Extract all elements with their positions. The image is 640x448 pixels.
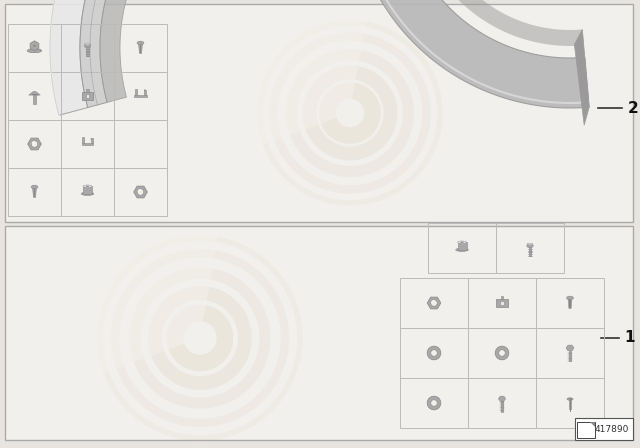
Circle shape xyxy=(427,396,441,410)
Bar xyxy=(501,401,503,412)
Polygon shape xyxy=(28,138,42,150)
Ellipse shape xyxy=(458,241,467,244)
Bar xyxy=(468,378,536,428)
Polygon shape xyxy=(30,41,39,51)
Bar xyxy=(577,422,595,438)
Bar xyxy=(400,328,468,378)
Ellipse shape xyxy=(137,41,144,45)
Circle shape xyxy=(431,350,437,356)
Bar xyxy=(496,223,564,273)
Polygon shape xyxy=(590,422,595,427)
Bar xyxy=(114,24,167,72)
Bar xyxy=(34,189,35,197)
Polygon shape xyxy=(144,90,146,91)
Ellipse shape xyxy=(31,185,38,189)
Bar xyxy=(428,223,496,273)
Bar xyxy=(86,89,88,92)
Ellipse shape xyxy=(84,43,90,45)
Ellipse shape xyxy=(84,44,91,47)
Ellipse shape xyxy=(83,185,92,188)
Bar xyxy=(458,242,467,250)
Bar xyxy=(400,378,468,428)
Ellipse shape xyxy=(460,241,464,243)
Circle shape xyxy=(427,346,441,360)
Bar xyxy=(134,95,147,97)
Ellipse shape xyxy=(527,243,533,245)
Bar xyxy=(569,399,572,409)
Polygon shape xyxy=(568,300,572,308)
Ellipse shape xyxy=(527,244,533,248)
Bar xyxy=(61,24,114,72)
PathPatch shape xyxy=(100,0,138,102)
Bar xyxy=(61,72,114,120)
Bar xyxy=(5,226,633,440)
Polygon shape xyxy=(566,345,574,351)
Bar xyxy=(536,278,604,328)
Circle shape xyxy=(431,300,437,306)
Polygon shape xyxy=(139,45,142,53)
PathPatch shape xyxy=(412,0,584,46)
Bar xyxy=(570,300,571,308)
PathPatch shape xyxy=(350,0,589,108)
Bar xyxy=(569,351,572,361)
Ellipse shape xyxy=(81,192,94,195)
Ellipse shape xyxy=(86,185,90,187)
Bar xyxy=(61,168,114,216)
Ellipse shape xyxy=(456,248,468,251)
Polygon shape xyxy=(29,91,40,95)
Bar xyxy=(86,47,89,56)
Bar xyxy=(5,4,633,222)
PathPatch shape xyxy=(50,0,102,115)
Bar xyxy=(536,378,604,428)
Bar xyxy=(468,278,536,328)
Bar xyxy=(8,72,61,120)
Bar xyxy=(114,72,167,120)
Ellipse shape xyxy=(566,296,573,300)
Bar xyxy=(61,120,114,168)
Bar xyxy=(83,138,84,143)
Bar xyxy=(33,95,36,104)
Bar xyxy=(536,328,604,378)
Polygon shape xyxy=(427,297,441,309)
Ellipse shape xyxy=(33,45,36,47)
Polygon shape xyxy=(33,189,36,198)
Ellipse shape xyxy=(28,49,42,53)
Bar xyxy=(501,296,503,299)
Bar xyxy=(91,138,93,143)
Circle shape xyxy=(495,346,509,360)
Bar xyxy=(86,94,90,98)
Text: 1: 1 xyxy=(624,331,634,345)
Bar xyxy=(82,92,93,99)
Bar xyxy=(400,278,468,328)
Polygon shape xyxy=(574,30,589,125)
Bar xyxy=(500,301,504,305)
Bar xyxy=(114,120,167,168)
Bar xyxy=(140,45,141,53)
Polygon shape xyxy=(134,186,147,198)
Bar xyxy=(135,89,137,95)
Circle shape xyxy=(137,189,144,195)
Bar xyxy=(82,143,93,145)
Bar xyxy=(8,24,61,72)
Bar xyxy=(496,299,508,306)
Polygon shape xyxy=(499,396,506,401)
Bar xyxy=(468,328,536,378)
PathPatch shape xyxy=(80,0,120,108)
Circle shape xyxy=(431,400,437,406)
Circle shape xyxy=(499,350,505,356)
Ellipse shape xyxy=(567,398,573,401)
Circle shape xyxy=(31,141,38,147)
Text: 2: 2 xyxy=(628,100,639,116)
Polygon shape xyxy=(91,138,93,140)
Bar xyxy=(529,247,531,256)
Bar xyxy=(83,186,92,194)
Bar xyxy=(8,168,61,216)
Bar xyxy=(8,120,61,168)
Bar xyxy=(575,418,633,440)
Bar xyxy=(144,90,146,95)
Text: 417890: 417890 xyxy=(595,425,629,434)
Bar xyxy=(114,168,167,216)
